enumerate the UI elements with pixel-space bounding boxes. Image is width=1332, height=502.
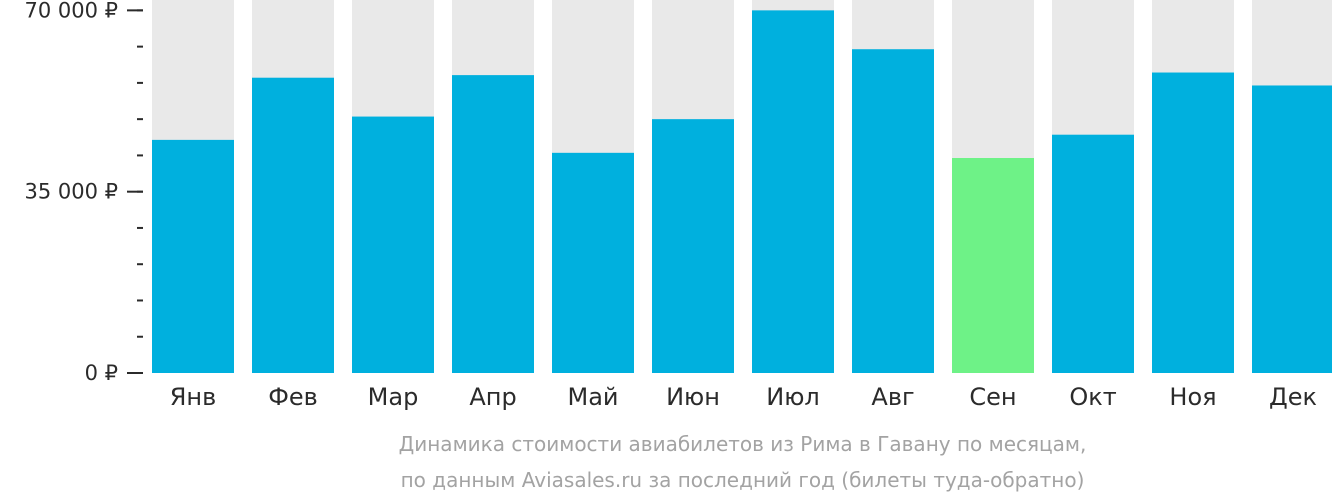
x-tick-label: Сен <box>969 383 1016 411</box>
x-tick-label: Окт <box>1069 383 1116 411</box>
x-tick-label: Апр <box>469 383 516 411</box>
x-tick-label: Июн <box>666 383 720 411</box>
bar-4[interactable] <box>452 75 534 374</box>
bar-2[interactable] <box>252 77 334 373</box>
caption-line-2: по данным Aviasales.ru за последний год … <box>400 468 1085 492</box>
bars <box>152 10 1332 374</box>
y-axis: 0 ₽ 35 000 ₽ 70 000 ₽ <box>24 0 143 385</box>
y-tick-label: 0 ₽ <box>85 361 118 385</box>
bar-11[interactable] <box>1152 72 1234 374</box>
bar-6[interactable] <box>652 119 734 374</box>
x-tick-label: Авг <box>871 383 914 411</box>
bar-chart: 0 ₽ 35 000 ₽ 70 000 ₽ Янв Фев Мар Апр Май Июн Ию… <box>24 0 1332 411</box>
x-tick-label: Мар <box>368 383 419 411</box>
y-tick-label: 70 000 ₽ <box>24 0 118 22</box>
x-tick-label: Июл <box>766 383 820 411</box>
bar-1[interactable] <box>152 139 234 373</box>
bar-3[interactable] <box>352 116 434 373</box>
x-tick-label: Янв <box>170 383 217 411</box>
bar-5[interactable] <box>552 152 634 373</box>
bar-10[interactable] <box>1052 134 1134 373</box>
bar-9[interactable] <box>952 158 1034 373</box>
x-axis: Янв Фев Мар Апр Май Июн Июл Авг Сен Окт Ноя Дек <box>170 383 1317 411</box>
x-tick-label: Дек <box>1269 383 1317 411</box>
x-tick-label: Фев <box>268 383 318 411</box>
x-tick-label: Ноя <box>1169 383 1216 411</box>
x-tick-label: Май <box>567 383 618 411</box>
caption-line-1: Динамика стоимости авиабилетов из Рима в… <box>398 432 1087 456</box>
y-tick-label: 35 000 ₽ <box>24 180 118 204</box>
bar-8[interactable] <box>852 49 934 374</box>
bar-7[interactable] <box>752 10 834 373</box>
bar-12[interactable] <box>1252 85 1332 374</box>
